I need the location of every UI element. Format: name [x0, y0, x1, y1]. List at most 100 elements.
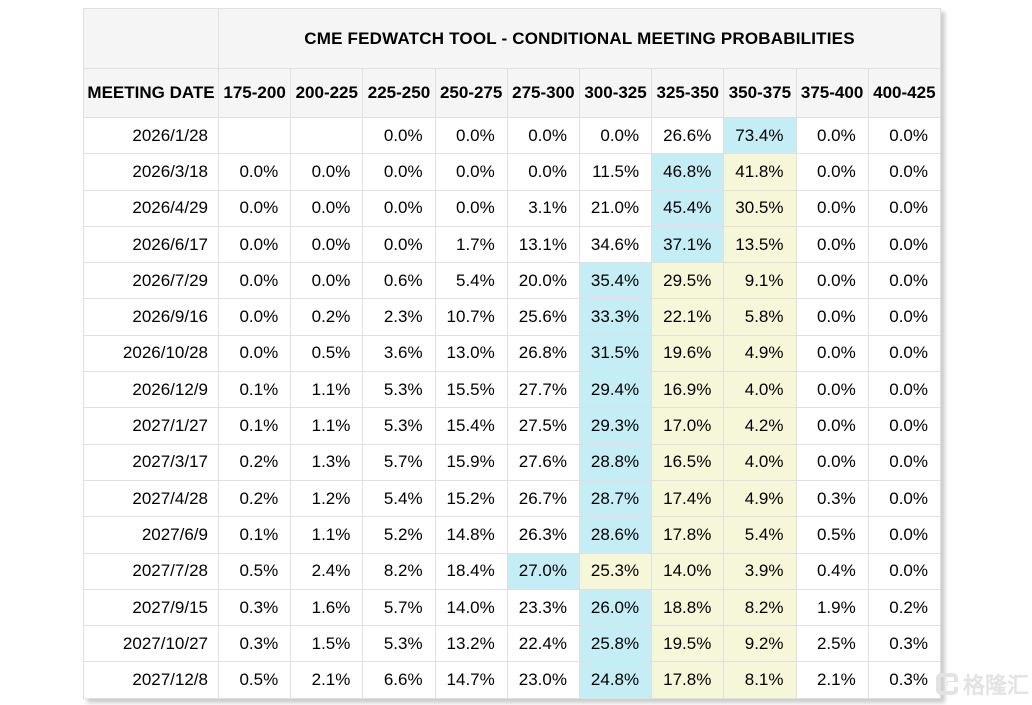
probability-cell: 0.3%	[217, 588, 292, 627]
probability-cell: 0.0%	[867, 334, 942, 373]
probability-cell: 15.9%	[434, 443, 508, 481]
meeting-date-cell: 2026/7/29	[83, 262, 219, 300]
probability-cell: 0.0%	[578, 116, 653, 155]
meeting-date-header: MEETING DATE	[83, 68, 219, 118]
probability-cell: 0.0%	[867, 153, 942, 191]
probability-cell: 13.0%	[434, 334, 508, 373]
probability-cell: 29.5%	[651, 262, 725, 300]
probability-cell: 0.2%	[290, 298, 364, 336]
probability-cell: 14.0%	[651, 552, 725, 590]
table-row: 2027/10/27 0.3% 1.5% 5.3% 13.2% 22.4% 25.8% 19.…	[83, 625, 942, 663]
probability-cell: 0.0%	[867, 262, 942, 300]
probability-cell: 8.2%	[723, 588, 797, 627]
probability-cell: 0.0%	[362, 225, 436, 264]
probability-cell: 0.2%	[867, 588, 942, 627]
probability-cell: 37.1%	[651, 225, 725, 264]
probability-cell: 41.8%	[723, 153, 797, 191]
probability-cell: 1.3%	[290, 443, 364, 481]
probability-cell: 1.1%	[290, 371, 364, 409]
probability-cell: 26.7%	[506, 479, 580, 518]
table-row: 2027/12/8 0.5% 2.1% 6.6% 14.7% 23.0% 24.8% 17.8…	[83, 661, 942, 699]
probability-cell: 28.6%	[578, 516, 653, 554]
probability-cell: 0.5%	[795, 516, 869, 554]
meeting-date-cell: 2026/3/18	[83, 153, 219, 191]
probability-cell: 30.5%	[723, 189, 797, 227]
probability-cell: 0.0%	[867, 516, 942, 554]
probability-cell: 5.2%	[362, 516, 436, 554]
probability-cell: 9.2%	[723, 625, 797, 663]
probability-cell: 6.6%	[362, 661, 436, 699]
gelonghui-watermark: 格隆汇	[935, 668, 1029, 700]
probability-cell: 14.7%	[434, 661, 508, 699]
probability-cell: 25.3%	[578, 552, 653, 590]
probability-cell: 0.0%	[506, 116, 580, 155]
probability-cell: 0.0%	[867, 189, 942, 227]
probability-cell: 13.2%	[434, 625, 508, 663]
probability-cell: 22.1%	[651, 298, 725, 336]
probability-cell: 0.3%	[867, 625, 942, 663]
probability-cell: 5.7%	[362, 443, 436, 481]
meeting-date-cell: 2026/10/28	[83, 334, 219, 373]
probability-cell: 0.5%	[217, 661, 292, 699]
table-row: 2026/6/17 0.0% 0.0% 0.0% 1.7% 13.1% 34.6% 37.1%…	[83, 225, 942, 264]
probability-cell: 0.4%	[795, 552, 869, 590]
probability-cell: 35.4%	[578, 262, 653, 300]
probability-cell: 0.0%	[290, 189, 364, 227]
probability-cell: 0.0%	[795, 153, 869, 191]
probability-cell: 18.4%	[434, 552, 508, 590]
probability-cell: 14.8%	[434, 516, 508, 554]
meeting-date-cell: 2027/4/28	[83, 479, 219, 518]
probability-cell: 15.4%	[434, 407, 508, 445]
probability-cell: 25.6%	[506, 298, 580, 336]
probability-cell: 2.4%	[290, 552, 364, 590]
probability-cell: 0.1%	[217, 516, 292, 554]
probability-cell: 4.2%	[723, 407, 797, 445]
rate-column-header: 375-400	[795, 68, 869, 118]
rate-column-header: 200-225	[290, 68, 364, 118]
probability-cell: 1.1%	[290, 407, 364, 445]
probability-cell: 0.6%	[362, 262, 436, 300]
probability-cell: 0.0%	[217, 334, 292, 373]
probability-cell: 2.5%	[795, 625, 869, 663]
probability-cell: 13.5%	[723, 225, 797, 264]
meeting-date-cell: 2027/10/27	[83, 625, 219, 663]
table-row: 2027/4/28 0.2% 1.2% 5.4% 15.2% 26.7% 28.7% 17.4…	[83, 479, 942, 518]
probability-cell: 23.3%	[506, 588, 580, 627]
probability-cell: 4.9%	[723, 479, 797, 518]
probability-cell: 0.2%	[217, 479, 292, 518]
probability-cell: 8.1%	[723, 661, 797, 699]
meeting-date-cell: 2027/3/17	[83, 443, 219, 481]
meeting-date-cell: 2026/4/29	[83, 189, 219, 227]
probability-cell: 2.3%	[362, 298, 436, 336]
table-row: 2026/3/18 0.0% 0.0% 0.0% 0.0% 0.0% 11.5% 46.8% 4…	[83, 153, 942, 191]
probability-cell: 17.0%	[651, 407, 725, 445]
probability-cell: 1.1%	[290, 516, 364, 554]
probability-cell: 3.9%	[723, 552, 797, 590]
probability-cell: 27.0%	[506, 552, 580, 590]
probability-cell: 2.1%	[290, 661, 364, 699]
probability-cell: 8.2%	[362, 552, 436, 590]
probability-cell: 16.9%	[651, 371, 725, 409]
probability-cell: 0.0%	[506, 153, 580, 191]
rate-column-header: 225-250	[362, 68, 436, 118]
probability-cell: 73.4%	[723, 116, 797, 155]
probability-cell: 0.0%	[362, 189, 436, 227]
fedwatch-probability-table: CME FEDWATCH TOOL - CONDITIONAL MEETING …	[83, 8, 942, 699]
probability-cell: 0.2%	[217, 443, 292, 481]
probability-cell: 26.6%	[651, 116, 725, 155]
probability-cell: 0.0%	[217, 189, 292, 227]
probability-cell	[290, 116, 364, 155]
probability-cell: 0.0%	[290, 262, 364, 300]
probability-cell: 26.0%	[578, 588, 653, 627]
title-row: CME FEDWATCH TOOL - CONDITIONAL MEETING …	[83, 8, 941, 69]
probability-cell: 26.3%	[506, 516, 580, 554]
rate-column-header: 250-275	[434, 68, 508, 118]
corner-cell	[83, 8, 219, 69]
rate-column-header: 325-350	[651, 68, 725, 118]
probability-cell: 18.8%	[651, 588, 725, 627]
rate-column-header: 175-200	[217, 68, 292, 118]
rate-column-header: 350-375	[723, 68, 797, 118]
probability-cell: 15.5%	[434, 371, 508, 409]
meeting-date-cell: 2027/12/8	[83, 661, 219, 699]
table-row: 2026/7/29 0.0% 0.0% 0.6% 5.4% 20.0% 35.4% 29.5%…	[83, 262, 942, 300]
